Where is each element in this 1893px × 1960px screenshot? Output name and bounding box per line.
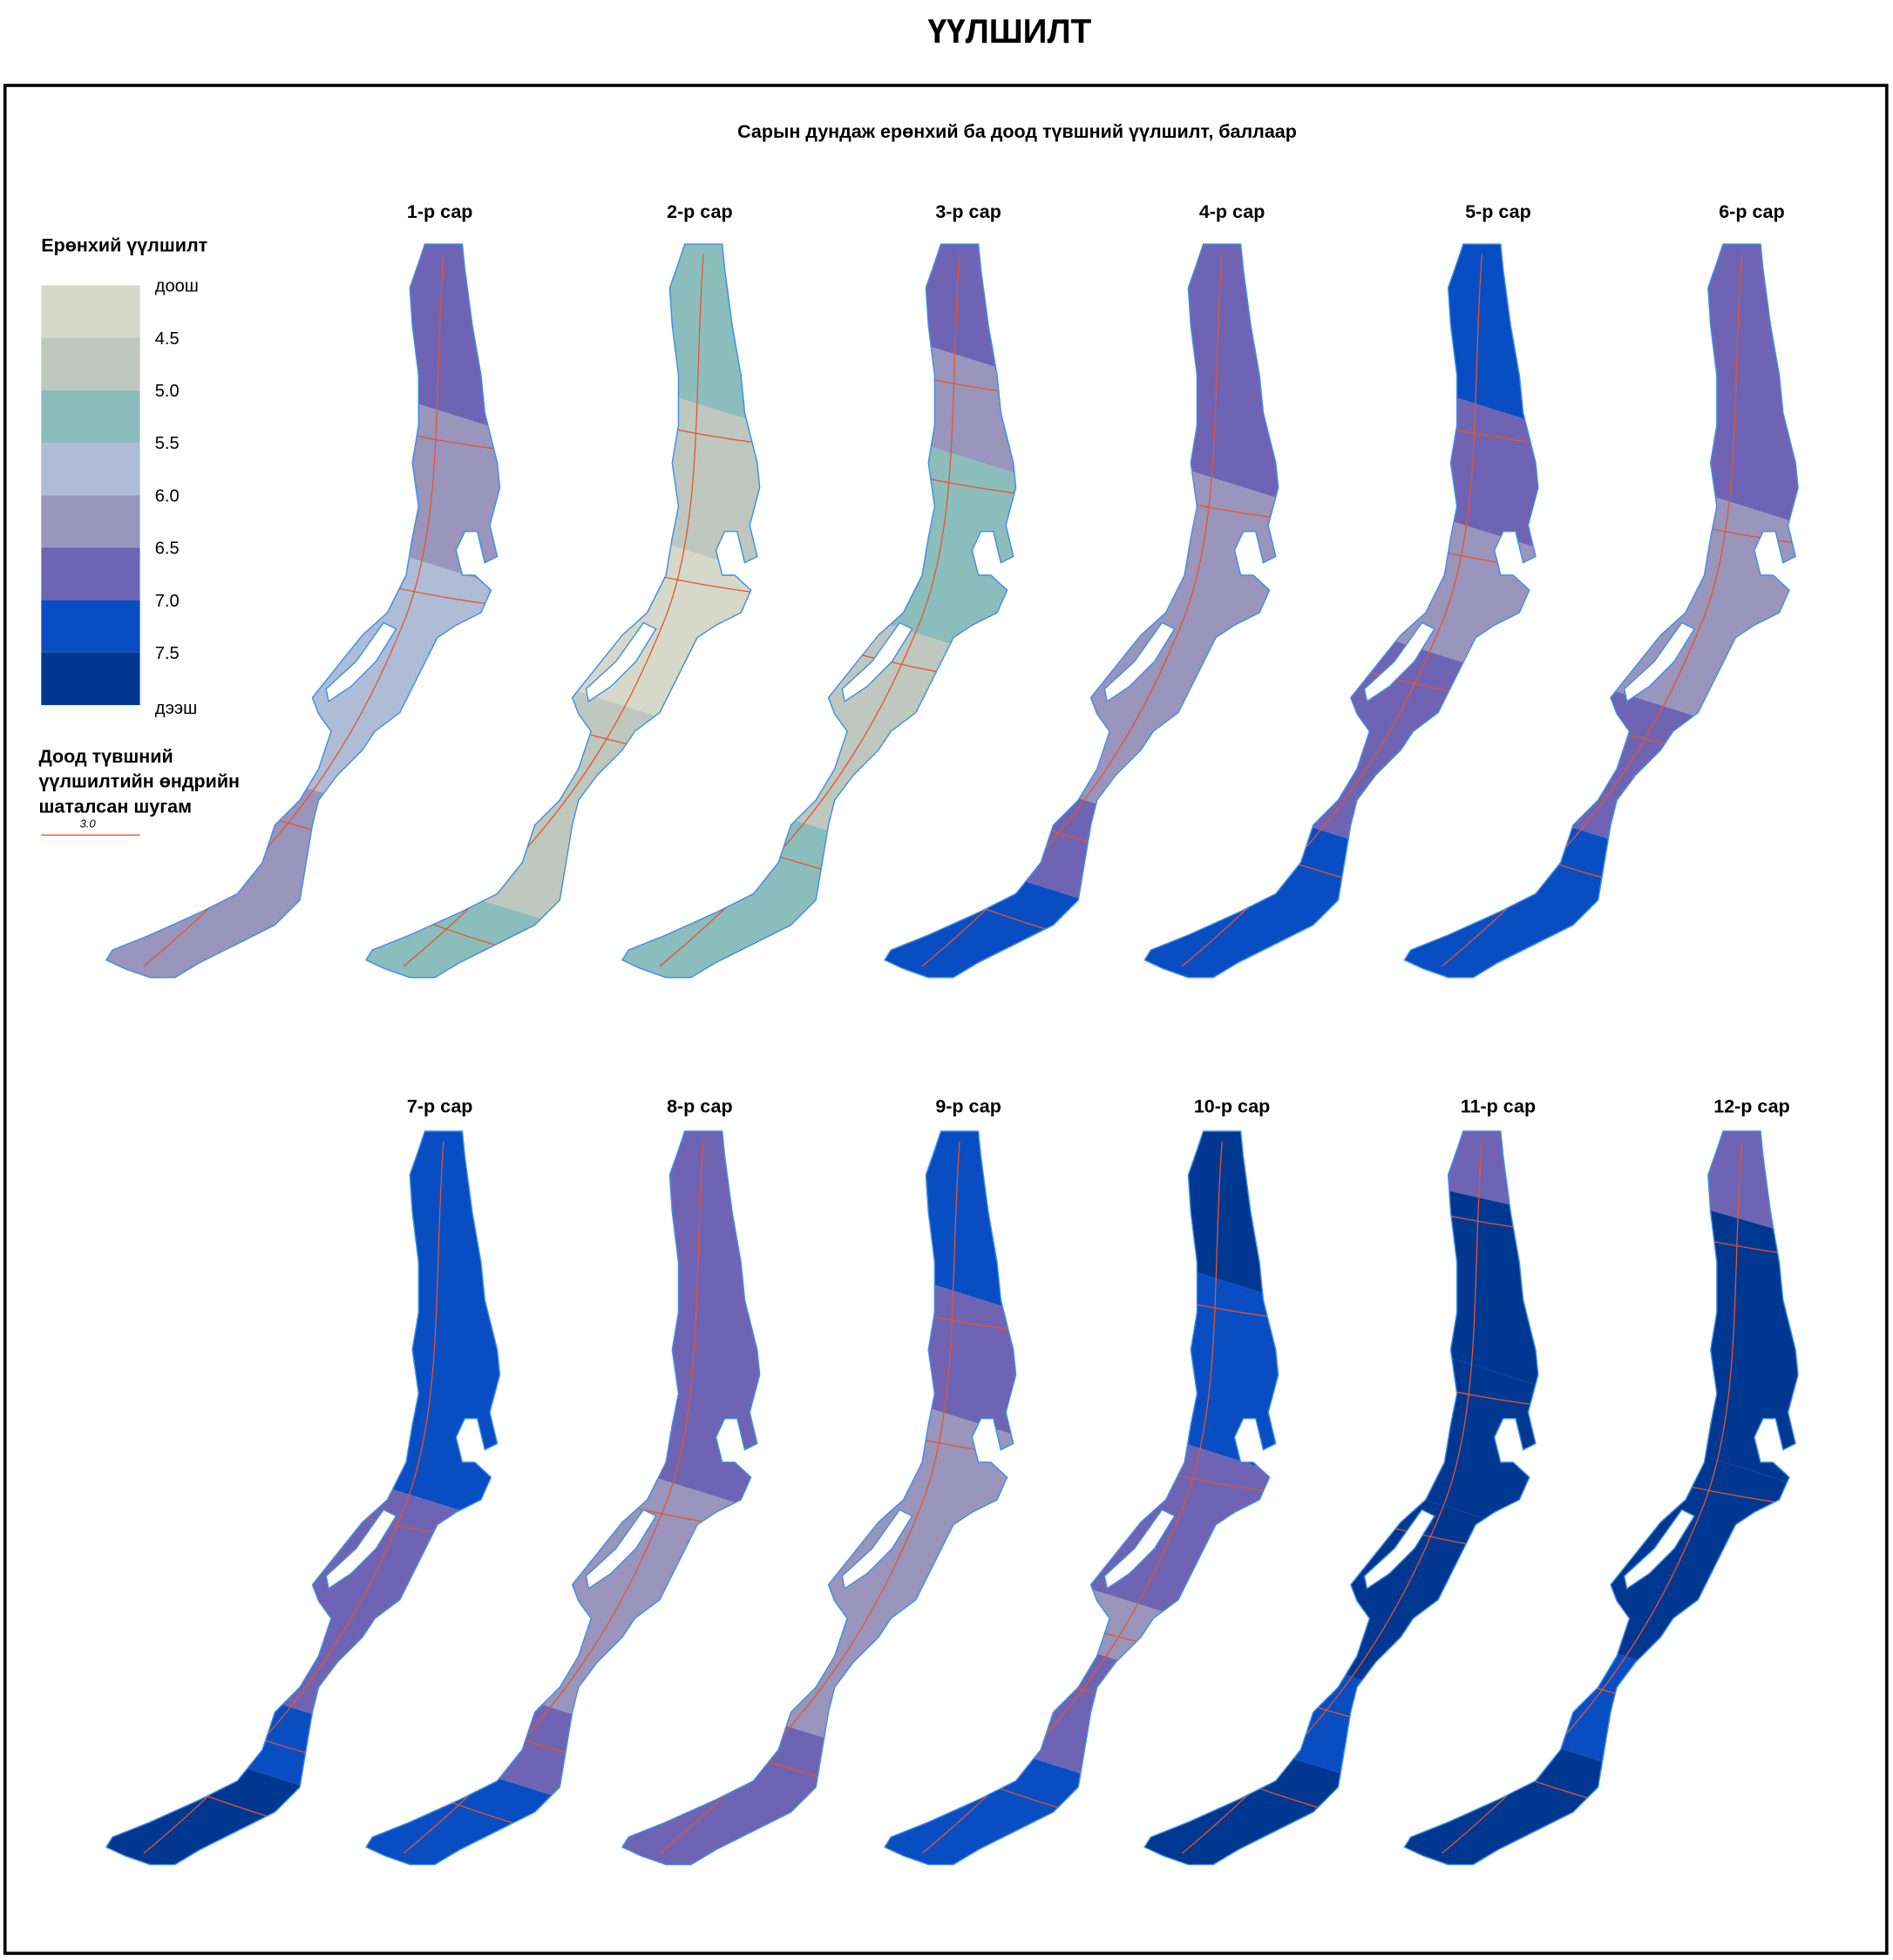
line-legend-title: шаталсан шугам xyxy=(38,796,192,817)
month-title: 3-р сар xyxy=(935,201,1001,222)
lake-shoreline xyxy=(1143,1130,1539,1866)
month-title: 1-р сар xyxy=(407,201,473,222)
month-title: 8-р сар xyxy=(667,1095,733,1116)
lake-shoreline xyxy=(365,243,761,979)
legend-label: дээш xyxy=(155,699,198,718)
lake-shoreline xyxy=(883,243,1279,979)
lake-shoreline xyxy=(621,243,1017,979)
legend-label: доош xyxy=(155,277,199,296)
cloud-zone xyxy=(105,1130,500,1525)
month-title: 12-р сар xyxy=(1713,1095,1790,1116)
line-sample-label: 3.0 xyxy=(80,817,97,831)
lake-shoreline xyxy=(883,1130,1279,1866)
cloud-zone xyxy=(1404,1587,1799,1825)
contour-line xyxy=(885,1555,1279,1670)
lake-shoreline xyxy=(105,1130,501,1866)
month-title: 7-р сар xyxy=(407,1095,473,1116)
legend-title: Ерөнхий үүлшилт xyxy=(41,235,207,256)
cloud-zone xyxy=(1144,1611,1538,1837)
map-frame xyxy=(3,84,1889,1956)
month-title: 9-р сар xyxy=(935,1095,1001,1116)
month-title: 11-р сар xyxy=(1461,1095,1536,1116)
legend: Ерөнхий үүлшилт доош 4.5 5.0 5.5 6.0 6.5 7.0 7.… xyxy=(38,235,240,836)
line-legend-title: Доод түвшний xyxy=(38,746,173,767)
month-title: 5-р сар xyxy=(1465,201,1531,222)
contour-line xyxy=(1404,655,1799,770)
legend-label: 5.5 xyxy=(155,434,180,453)
lake-shoreline xyxy=(621,1130,1017,1866)
legend-swatch xyxy=(41,337,140,390)
lake-shoreline xyxy=(1403,243,1799,979)
month-title: 6-р сар xyxy=(1719,201,1785,222)
legend-label: 5.0 xyxy=(155,382,180,401)
legend-label: 4.5 xyxy=(155,329,180,349)
month-title: 2-р сар xyxy=(667,201,733,222)
legend-swatch xyxy=(41,390,140,444)
lake-shoreline xyxy=(105,243,501,979)
legend-swatch xyxy=(41,443,140,496)
legend-swatch xyxy=(41,652,140,706)
legend-label: 7.5 xyxy=(155,644,180,663)
lake-shoreline xyxy=(365,1130,761,1866)
line-legend-title: үүлшилтийн өндрийн xyxy=(38,771,240,792)
legend-swatch xyxy=(41,495,140,548)
month-title: 4-р сар xyxy=(1199,201,1265,222)
lake-shoreline xyxy=(1143,243,1539,979)
contour-line xyxy=(366,655,760,770)
legend-swatch xyxy=(41,285,140,338)
legend-swatch xyxy=(41,600,140,653)
page-title: ҮҮЛШИЛТ xyxy=(928,13,1092,51)
legend-label: 7.0 xyxy=(155,592,180,611)
month-title: 10-р сар xyxy=(1194,1095,1271,1116)
month-map-7: 7-р сар xyxy=(105,1095,501,1866)
map-subtitle: Сарын дундаж ерөнхий ба доод түвшний үүл… xyxy=(737,121,1297,142)
legend-label: 6.0 xyxy=(155,486,180,505)
lake-shoreline xyxy=(1403,1130,1799,1866)
legend-label: 6.5 xyxy=(155,539,180,559)
cloud-zone xyxy=(885,1587,1279,1837)
legend-swatch xyxy=(41,547,140,600)
